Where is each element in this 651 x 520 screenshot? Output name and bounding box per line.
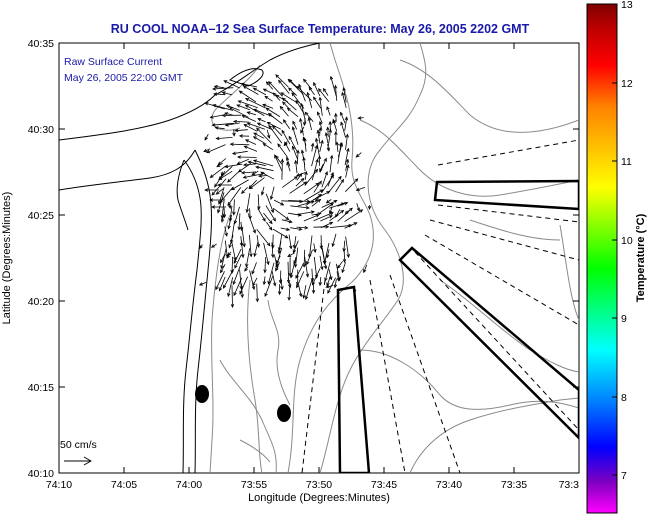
y-tick-label: 40:10 — [28, 468, 54, 480]
x-tick-label: 74:10 — [46, 479, 72, 491]
y-tick-labels: 40:35 40:30 40:25 40:20 40:15 40:10 — [28, 38, 54, 480]
x-axis-label: Longitude (Degrees:Minutes) — [248, 492, 390, 504]
colorbar-label: Temperature (°C) — [635, 213, 647, 302]
y-tick-label: 40:30 — [28, 124, 54, 136]
x-tick-label: 73:55 — [241, 479, 267, 491]
annotation-line-1: Raw Surface Current — [64, 56, 162, 68]
map-frame — [59, 43, 579, 473]
colorbar-tick-label: 11 — [621, 156, 632, 168]
current-vector — [344, 248, 345, 262]
x-tick-labels: 74:10 74:05 74:00 73:55 73:50 73:45 73:4… — [46, 479, 579, 491]
colorbar-tick-label: 10 — [621, 235, 633, 247]
colorbar-tick-label: 8 — [621, 392, 627, 404]
x-tick-label: 74:05 — [111, 479, 137, 491]
colorbar-tick-label: 12 — [621, 78, 633, 90]
x-tick-label: 73:3 — [559, 479, 580, 491]
y-tick-label: 40:20 — [28, 296, 54, 308]
x-tick-label: 73:35 — [501, 479, 527, 491]
x-tick-label: 73:45 — [371, 479, 397, 491]
current-vector — [232, 285, 233, 307]
colorbar-tick-labels: 13 12 11 10 9 8 7 — [621, 0, 633, 482]
colorbar-tick-label: 7 — [621, 470, 627, 482]
y-tick-label: 40:15 — [28, 382, 54, 394]
y-tick-label: 40:25 — [28, 210, 54, 222]
x-tick-label: 74:00 — [176, 479, 202, 491]
x-tick-label: 73:40 — [436, 479, 462, 491]
colorbar — [587, 4, 617, 513]
colorbar-tick-label: 13 — [621, 0, 633, 11]
y-tick-label: 40:35 — [28, 38, 54, 50]
current-vector — [282, 159, 283, 179]
x-tick-label: 73:50 — [306, 479, 332, 491]
annotation-line-2: May 26, 2005 22:00 GMT — [64, 72, 183, 84]
marker-2 — [277, 404, 291, 422]
colorbar-tick-label: 9 — [621, 313, 627, 325]
marker-1 — [195, 385, 209, 403]
figure-title: RU COOL NOAA–12 Sea Surface Temperature:… — [60, 22, 580, 36]
y-axis-label: Latitude (Degrees:Minutes) — [1, 192, 13, 325]
scale-label: 50 cm/s — [60, 439, 97, 451]
